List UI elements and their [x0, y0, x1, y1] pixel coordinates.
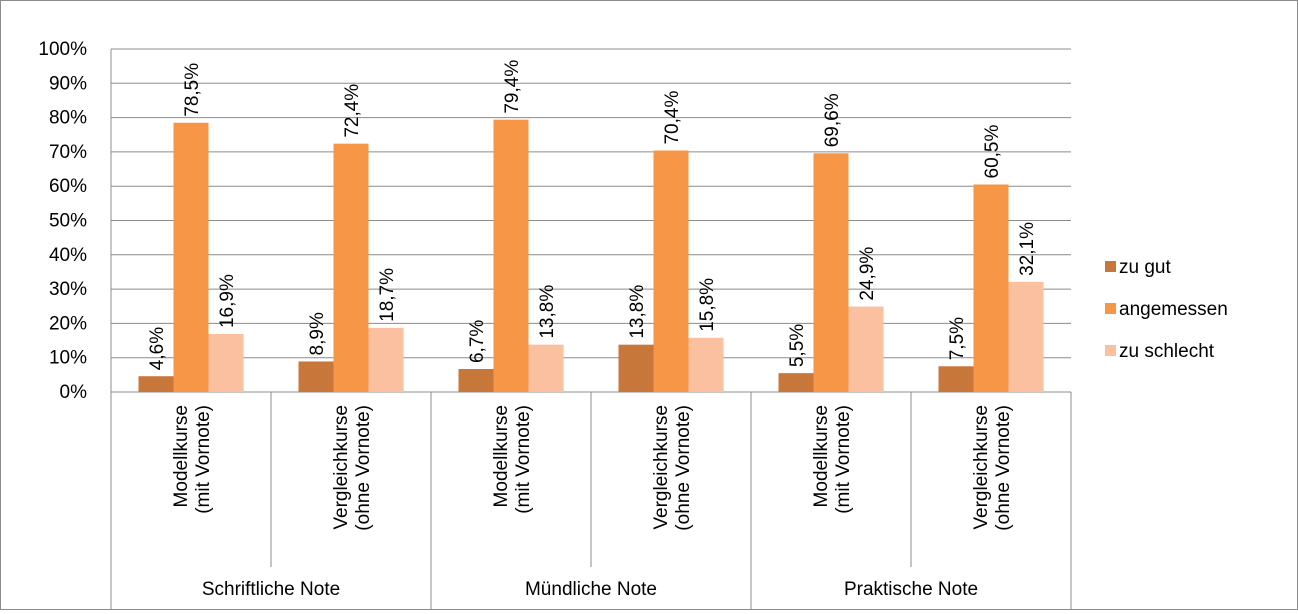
data-label: 4,6% [147, 327, 168, 370]
data-label: 16,9% [217, 274, 238, 328]
category-label: Modellkurse(mit Vornote) [811, 405, 854, 514]
bar [298, 361, 334, 392]
data-label: 60,5% [982, 125, 1003, 179]
bar [653, 150, 689, 392]
data-label: 70,4% [662, 91, 683, 145]
bar [938, 366, 974, 392]
y-tick-label: 70% [49, 142, 87, 163]
category-label-line: Vergleichkurse [971, 405, 992, 530]
legend-swatch [1105, 303, 1116, 314]
data-label: 79,4% [502, 60, 523, 114]
y-tick-label: 50% [49, 211, 87, 232]
legend-label: angemessen [1119, 299, 1228, 320]
data-label: 6,7% [467, 320, 488, 363]
category-label-line: (mit Vornote) [513, 405, 534, 514]
data-label: 13,8% [627, 285, 648, 339]
y-tick-label: 30% [49, 279, 87, 300]
category-label-line: Vergleichkurse [331, 405, 352, 530]
data-label: 8,9% [307, 312, 328, 355]
category-label-line: (mit Vornote) [193, 405, 214, 514]
legend-label: zu schlecht [1119, 341, 1215, 362]
bar [688, 337, 724, 392]
bar [458, 369, 494, 392]
category-label-line: (ohne Vornote) [353, 405, 374, 531]
bar [208, 334, 244, 392]
data-label: 72,4% [342, 84, 363, 138]
category-label: Vergleichkurse(ohne Vornote) [651, 405, 694, 531]
bar [368, 327, 404, 392]
category-label: Modellkurse(mit Vornote) [491, 405, 534, 514]
bar [1008, 281, 1044, 392]
y-tick-label: 100% [38, 39, 87, 60]
y-tick-label: 60% [49, 176, 87, 197]
group-label: Schriftliche Note [202, 579, 340, 600]
legend-swatch [1105, 345, 1116, 356]
data-label: 69,6% [822, 93, 843, 147]
bar [173, 122, 209, 393]
data-label: 18,7% [377, 268, 398, 322]
y-tick-label: 90% [49, 73, 87, 94]
bar [138, 376, 174, 392]
legend-swatch [1105, 261, 1116, 272]
y-tick-label: 40% [49, 245, 87, 266]
data-label: 32,1% [1017, 222, 1038, 276]
bar [813, 153, 849, 392]
bar [493, 119, 529, 393]
category-label: Vergleichkurse(ohne Vornote) [331, 405, 374, 531]
category-label-line: Modellkurse [171, 405, 192, 507]
group-label: Mündliche Note [525, 579, 657, 600]
data-label: 78,5% [182, 63, 203, 117]
category-label-line: Modellkurse [811, 405, 832, 507]
bar [973, 184, 1009, 392]
bar [618, 344, 654, 392]
category-label-line: (mit Vornote) [833, 405, 854, 514]
category-label-line: Vergleichkurse [651, 405, 672, 530]
category-label-line: (ohne Vornote) [673, 405, 694, 531]
y-tick-label: 20% [49, 313, 87, 334]
y-tick-label: 10% [49, 348, 87, 369]
bar [778, 373, 814, 392]
category-label: Vergleichkurse(ohne Vornote) [971, 405, 1014, 531]
legend-label: zu gut [1119, 257, 1171, 278]
y-tick-label: 0% [60, 382, 88, 403]
category-label-line: Modellkurse [491, 405, 512, 507]
bar [528, 344, 564, 392]
data-label: 13,8% [537, 285, 558, 339]
data-label: 5,5% [787, 324, 808, 367]
y-tick-label: 80% [49, 108, 87, 129]
bar [333, 143, 369, 392]
data-label: 7,5% [947, 317, 968, 360]
data-label: 24,9% [857, 247, 878, 301]
group-label: Praktische Note [844, 579, 978, 600]
bar [848, 306, 884, 392]
category-label-line: (ohne Vornote) [993, 405, 1014, 531]
data-label: 15,8% [697, 278, 718, 332]
category-label: Modellkurse(mit Vornote) [171, 405, 214, 514]
